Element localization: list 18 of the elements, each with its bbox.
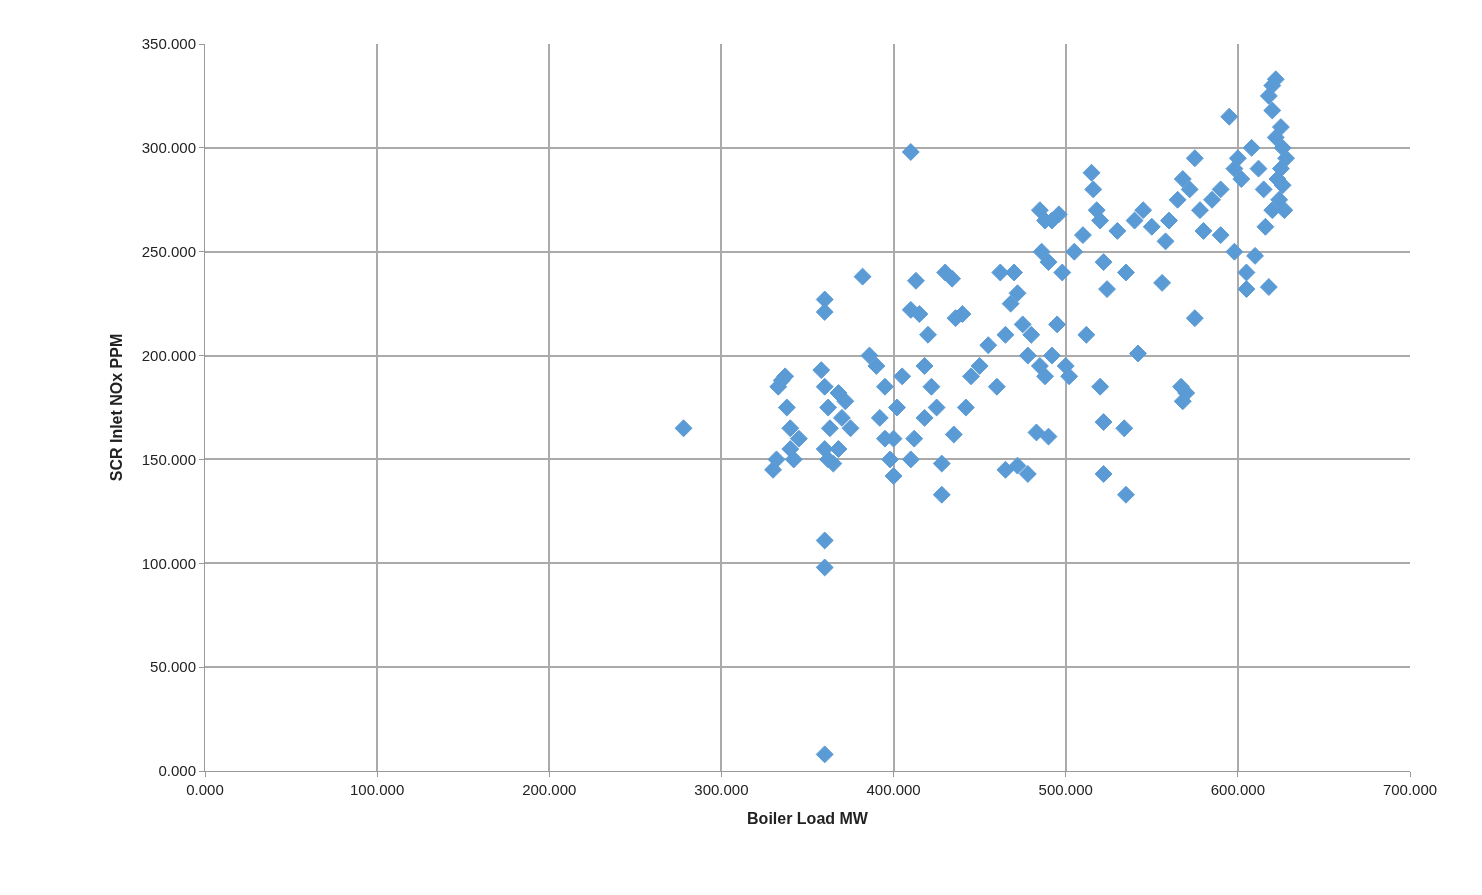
x-tick-label: 600.000: [1210, 781, 1265, 798]
y-tick-label: 50.000: [150, 658, 196, 676]
y-tick-label: 350.000: [141, 35, 196, 53]
y-tick-label: 0.000: [158, 762, 196, 780]
y-tick-label: 100.000: [141, 554, 196, 572]
x-tick-label: 500.000: [1038, 781, 1093, 798]
y-axis-title: SCR Inlet NOx PPM: [107, 333, 125, 482]
x-tick-label: 200.000: [522, 781, 577, 798]
x-tick-label: 100.000: [350, 781, 405, 798]
x-tick-label: 300.000: [694, 781, 749, 798]
y-tick-label: 250.000: [141, 242, 196, 260]
x-tick-label: 700.000: [1382, 781, 1438, 798]
y-tick-label: 150.000: [141, 450, 196, 468]
x-axis-title: Boiler Load MW: [747, 809, 869, 827]
x-tick-label: 400.000: [866, 781, 921, 798]
x-tick-label: 0.000: [186, 781, 224, 798]
y-tick-label: 200.000: [141, 346, 196, 364]
y-tick-label: 300.000: [141, 139, 196, 157]
